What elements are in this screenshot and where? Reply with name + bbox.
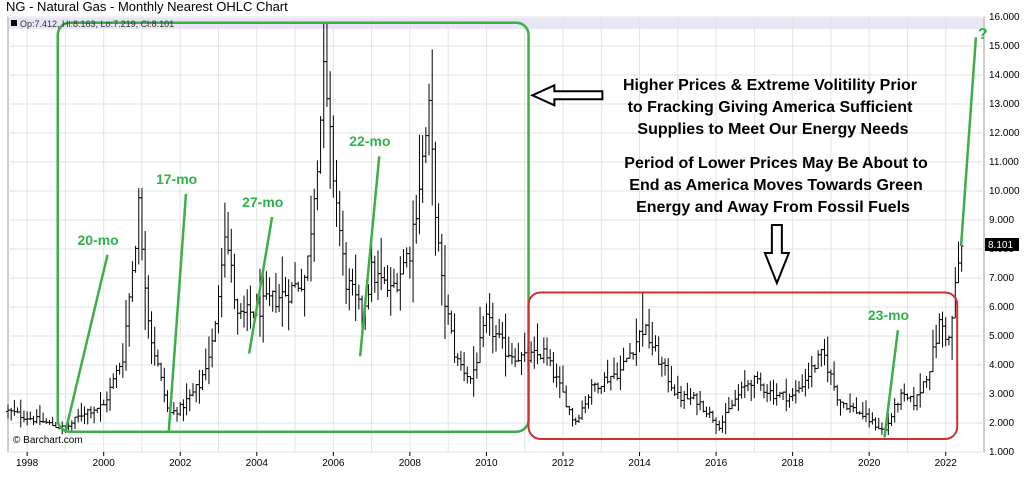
annotation-top-line-2: to Fracking Giving America Sufficient	[628, 99, 913, 116]
rally-label: 23-mo	[868, 307, 909, 323]
y-tick-label: 11.000	[989, 157, 1019, 168]
rally-line	[883, 330, 900, 438]
y-tick-label: 16.000	[989, 12, 1020, 23]
rally-label: 20-mo	[78, 232, 119, 248]
annotation-bottom: Period of Lower Prices May Be About to E…	[624, 155, 928, 216]
x-tick-label: 2016	[705, 458, 728, 469]
ohlc-bars	[6, 22, 964, 435]
rally-annotation: 17-mo	[156, 171, 197, 432]
x-tick-label: 2006	[322, 458, 345, 469]
ohlc-readout: Op:7.412, Hi:8.163, Lo:7.219, Cl:8.101	[20, 19, 174, 29]
rally-annotation: 23-mo	[868, 307, 909, 438]
annotation-top: Higher Prices & Extreme Volitility Prior…	[623, 77, 917, 138]
y-tick-label: 4.000	[989, 360, 1014, 371]
x-tick-label: 2004	[246, 458, 269, 469]
y-tick-label: 9.000	[989, 215, 1014, 226]
rally-annotation: 27-mo	[242, 194, 283, 354]
y-tick-label: 2.000	[989, 418, 1014, 429]
rally-annotation: 22-mo	[349, 133, 390, 357]
last-price-tag-bg	[985, 238, 1019, 251]
projection-line	[959, 37, 978, 247]
axis-ticks: 1.0002.0003.0004.0005.0006.0007.0008.000…	[16, 12, 1020, 469]
y-tick-label: 5.000	[989, 331, 1014, 342]
y-tick-label: 10.000	[989, 186, 1020, 197]
last-price-tag: 8.101	[985, 238, 1019, 251]
x-tick-label: 2012	[552, 458, 575, 469]
rally-annotation: 20-mo	[64, 232, 119, 432]
y-tick-label: 1.000	[989, 447, 1014, 458]
rally-label: 27-mo	[242, 194, 283, 210]
y-tick-label: 13.000	[989, 99, 1020, 110]
y-tick-label: 15.000	[989, 41, 1020, 52]
y-tick-label: 14.000	[989, 70, 1020, 81]
x-tick-label: 1998	[16, 458, 39, 469]
barchart-credit: © Barchart.com	[13, 435, 83, 446]
projection-question-mark: ?	[978, 26, 988, 43]
rally-label: 22-mo	[349, 133, 390, 149]
chart-title: NG - Natural Gas - Monthly Nearest OHLC …	[6, 0, 288, 14]
green-box-highvol-period	[56, 21, 530, 433]
x-tick-label: 2022	[935, 458, 958, 469]
annotation-top-line-3: Supplies to Meet Our Energy Needs	[637, 121, 908, 138]
gridlines	[8, 16, 984, 453]
rally-line	[64, 254, 109, 432]
down-arrow-icon	[763, 224, 791, 286]
plot-area	[7, 16, 985, 453]
annotation-bottom-line-3: Energy and Away From Fossil Fuels	[636, 199, 910, 216]
rally-line	[167, 193, 188, 432]
x-tick-label: 2002	[169, 458, 192, 469]
x-tick-label: 2010	[475, 458, 498, 469]
x-tick-label: 2014	[628, 458, 651, 469]
x-tick-label: 2008	[399, 458, 422, 469]
left-arrow-icon	[529, 83, 604, 107]
y-tick-label: 6.000	[989, 302, 1014, 313]
x-tick-label: 2000	[93, 458, 116, 469]
x-tick-label: 2020	[858, 458, 881, 469]
x-tick-label: 2018	[782, 458, 805, 469]
rally-line	[247, 216, 274, 354]
annotation-top-line-1: Higher Prices & Extreme Volitility Prior	[623, 77, 917, 94]
red-box-lowprice-period	[527, 291, 959, 440]
y-tick-label: 3.000	[989, 389, 1014, 400]
annotation-bottom-line-1: Period of Lower Prices May Be About to	[624, 155, 928, 172]
rally-line	[358, 156, 381, 357]
annotations: 20-mo 17-mo 27-mo 22-mo 23-mo?	[56, 21, 988, 440]
last-price-label: 8.101	[988, 240, 1013, 251]
rally-label: 17-mo	[156, 171, 197, 187]
readout-swatch	[11, 20, 17, 26]
annotation-bottom-line-2: End as America Moves Towards Green	[629, 177, 922, 194]
y-tick-label: 7.000	[989, 273, 1014, 284]
y-tick-label: 12.000	[989, 128, 1020, 139]
